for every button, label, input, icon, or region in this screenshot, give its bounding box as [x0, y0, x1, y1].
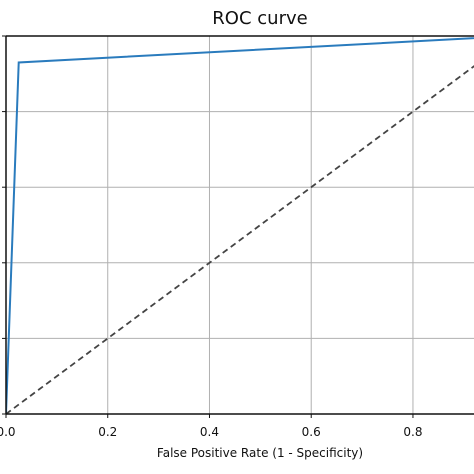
- x-tick-label: 0.4: [200, 425, 219, 439]
- x-tick-label: 0.6: [302, 425, 321, 439]
- series-layer: [6, 37, 474, 415]
- x-axis-label: False Positive Rate (1 - Specificity): [157, 446, 363, 460]
- tick-layer: 0.0 0.2 0.4 0.6 0.8: [0, 35, 423, 439]
- axes-layer: [5, 35, 474, 415]
- baseline-diagonal-line: [6, 65, 474, 415]
- x-tick-label: 0.2: [98, 425, 117, 439]
- roc-curve-line: [6, 37, 474, 415]
- x-tick-label: 0.8: [403, 425, 422, 439]
- chart-title: ROC curve: [212, 8, 307, 29]
- grid-layer: [6, 36, 474, 414]
- x-tick-label: 0.0: [0, 425, 16, 439]
